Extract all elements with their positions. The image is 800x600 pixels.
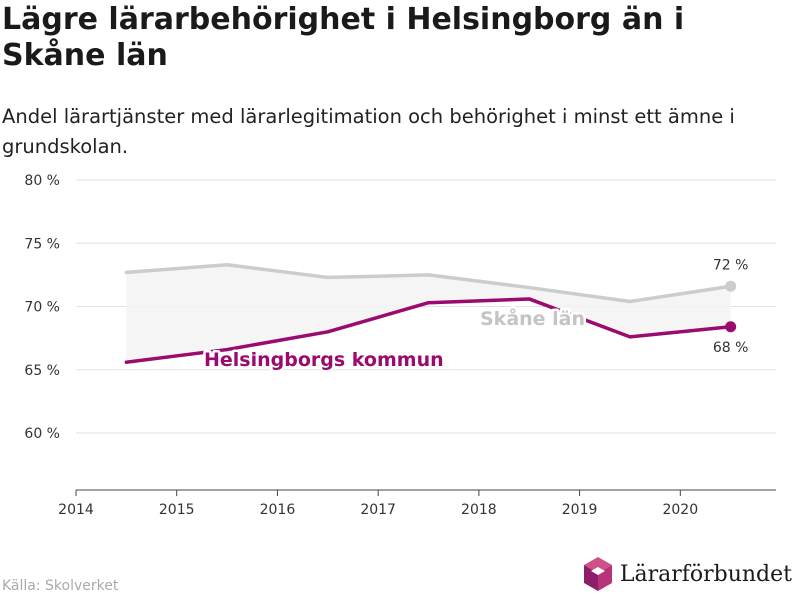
hexagon-logo-icon xyxy=(583,557,612,591)
line-chart: 60 % 65 % 70 % 75 % 80 % 2014 2015 2016 2017 2018… xyxy=(24,173,776,518)
series-line-skane-lan xyxy=(124,263,733,304)
x-tick-label: 2014 xyxy=(58,502,94,518)
y-tick-label: 80 % xyxy=(24,173,60,189)
x-tick-label: 2018 xyxy=(461,502,497,518)
brand-name: Lärarförbundet xyxy=(619,561,792,587)
series-label-helsingborgs-kommun: Helsingborgs kommun xyxy=(204,349,444,371)
end-marker-helsingborgs-kommun xyxy=(725,321,737,333)
x-tick-label: 2019 xyxy=(562,502,598,518)
end-label-skane-lan: 72 % xyxy=(713,257,749,273)
chart-title: Lägre lärarbehörighet i Helsingborg än i… xyxy=(2,2,685,73)
end-label-helsingborgs-kommun: 68 % xyxy=(713,340,749,356)
y-tick-label: 75 % xyxy=(24,236,60,252)
end-marker-skane-lan xyxy=(725,280,737,292)
source-note: Källa: Skolverket xyxy=(2,578,119,594)
y-tick-label: 60 % xyxy=(24,426,60,442)
brand-logo: Lärarförbundet xyxy=(582,555,792,593)
x-tick-label: 2017 xyxy=(360,502,396,518)
x-tick-label: 2016 xyxy=(260,502,296,518)
y-tick-label: 65 % xyxy=(24,363,60,379)
gap-area xyxy=(126,264,731,363)
series-label-skane-lan: Skåne län xyxy=(480,306,585,330)
x-tick-label: 2015 xyxy=(159,502,195,518)
y-tick-label: 70 % xyxy=(24,300,60,316)
x-tick-label: 2020 xyxy=(662,502,698,518)
chart-subtitle: Andel lärartjänster med lärarlegitimatio… xyxy=(2,105,735,158)
series-line-helsingborgs-kommun xyxy=(124,297,733,364)
